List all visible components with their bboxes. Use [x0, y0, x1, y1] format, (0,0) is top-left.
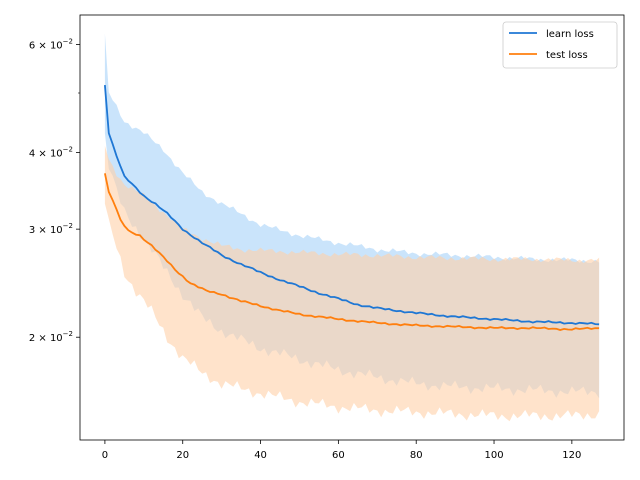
x-tick-label: 100: [484, 450, 503, 461]
x-tick-label: 60: [332, 450, 345, 461]
x-tick-label: 0: [102, 450, 108, 461]
legend-label-test-loss: test loss: [546, 50, 588, 61]
band-test-loss: [104, 145, 600, 422]
plot-frame: [79, 14, 625, 441]
y-tick-label: 2 × 10−2: [29, 330, 73, 344]
confidence-bands: [104, 33, 600, 422]
y-axis: 2 × 10−2 3 × 10−2 4 × 10−2 6 × 10−2: [29, 37, 80, 344]
y-tick-label: 4 × 10−2: [29, 145, 73, 159]
legend: learn loss test loss: [502, 21, 618, 69]
x-axis: 0 20 40 60 80 100 120: [102, 440, 581, 461]
y-tick-label: 6 × 10−2: [29, 37, 73, 51]
x-tick-label: 80: [410, 450, 423, 461]
line-learn-loss: [104, 85, 600, 326]
x-tick-label: 40: [254, 450, 267, 461]
line-test-loss: [104, 173, 600, 331]
series-lines: [104, 85, 600, 331]
x-tick-label: 20: [176, 450, 189, 461]
x-tick-label: 120: [562, 450, 581, 461]
legend-label-learn-loss: learn loss: [546, 29, 594, 40]
y-tick-label: 3 × 10−2: [29, 222, 73, 236]
